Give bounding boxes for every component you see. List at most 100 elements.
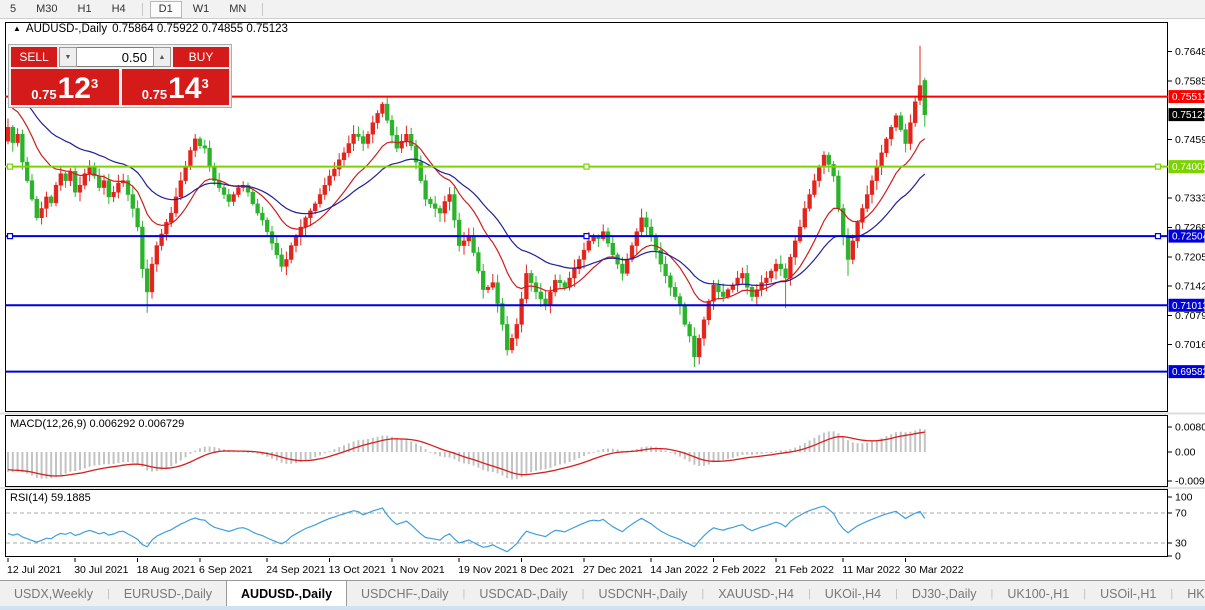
svg-text:0.72504: 0.72504 xyxy=(1172,232,1205,243)
one-click-trade-panel: SELL ▼ 0.50 ▲ BUY 0.75 12 3 0.75 14 3 xyxy=(8,44,232,108)
volume-input[interactable]: 0.50 xyxy=(77,47,153,67)
candle xyxy=(644,217,649,228)
buy-price-tile[interactable]: 0.75 14 3 xyxy=(121,69,229,105)
candle xyxy=(317,194,323,205)
candle xyxy=(581,249,587,260)
rsi-axis-tick: 70 xyxy=(1175,508,1187,520)
tab-usdchf-daily[interactable]: USDCHF-,Daily xyxy=(361,587,449,601)
sell-price-pips: 12 xyxy=(57,72,91,105)
candle xyxy=(557,280,563,283)
svg-text:0.75512: 0.75512 xyxy=(1172,92,1205,103)
candle xyxy=(500,303,505,325)
candle xyxy=(188,150,193,167)
candle xyxy=(255,203,260,214)
candle xyxy=(817,166,822,181)
buy-button[interactable]: BUY xyxy=(173,47,229,67)
timeframe-button-5[interactable]: 5 xyxy=(10,2,17,15)
candle xyxy=(519,298,524,325)
date-axis-label: 6 Sep 2021 xyxy=(199,564,253,576)
macd-axis-tick: -0.009282 xyxy=(1175,475,1205,487)
tab-dj30-daily[interactable]: DJ30-,Daily xyxy=(911,587,977,601)
candle xyxy=(87,166,92,174)
candle xyxy=(418,161,423,181)
tab-separator: | xyxy=(990,588,994,600)
tab-hk50-h1[interactable]: HK50-,H1 xyxy=(1187,587,1205,601)
candle xyxy=(759,282,764,290)
candle xyxy=(236,187,241,195)
tab-usdx-weekly[interactable]: USDX,Weekly xyxy=(14,587,93,601)
timeframe-button-h1[interactable]: H1 xyxy=(77,2,92,15)
candle xyxy=(577,259,582,270)
candle xyxy=(327,175,332,186)
candle xyxy=(692,335,697,358)
tab-uk100-h1[interactable]: UK100-,H1 xyxy=(1007,587,1070,601)
tab-usdcnh-daily[interactable]: USDCNH-,Daily xyxy=(598,587,688,601)
tab-ukoil-h4[interactable]: UKOil-,H4 xyxy=(824,587,882,601)
volume-down-icon[interactable]: ▼ xyxy=(59,47,77,67)
date-axis-label: 2 Feb 2022 xyxy=(713,564,766,576)
date-axis[interactable]: 12 Jul 2021 30 Jul 2021 18 Aug 2021 6 Sep 2… xyxy=(7,558,964,576)
candle xyxy=(869,180,875,195)
candle xyxy=(471,236,476,253)
candle xyxy=(375,113,380,123)
candle xyxy=(879,152,884,167)
ma-fast-line xyxy=(7,102,926,303)
candle xyxy=(106,180,111,198)
line-handle xyxy=(583,163,590,170)
tab-eurusd-daily[interactable]: EURUSD-,Daily xyxy=(123,587,213,601)
candle xyxy=(49,196,54,204)
candle xyxy=(514,324,519,339)
timeframe-button-mn[interactable]: MN xyxy=(229,2,247,15)
candle xyxy=(701,319,707,339)
svg-text:0.74002: 0.74002 xyxy=(1172,162,1205,173)
candle xyxy=(356,133,361,137)
candle xyxy=(231,194,236,202)
candle xyxy=(183,166,188,181)
macd-axis-tick: 0.00 xyxy=(1175,447,1196,459)
candle xyxy=(553,280,558,293)
price-tag xyxy=(1168,298,1205,312)
tab-usoil-h1[interactable]: USOil-,H1 xyxy=(1100,587,1157,601)
candle xyxy=(836,175,841,209)
date-axis-label: 14 Jan 2022 xyxy=(650,564,708,576)
date-axis-label: 18 Aug 2021 xyxy=(137,564,196,576)
tab-usdcad-daily[interactable]: USDCAD-,Daily xyxy=(479,587,568,601)
date-axis-label: 12 Jul 2021 xyxy=(7,564,61,576)
price-axis[interactable]: 0.764800.758500.745900.733300.726850.720… xyxy=(1168,46,1205,563)
candle xyxy=(476,252,481,272)
ma-slow-line xyxy=(7,87,926,287)
timeframe-button-w1[interactable]: W1 xyxy=(192,2,210,15)
candle xyxy=(850,240,855,260)
sell-button[interactable]: SELL xyxy=(11,47,57,67)
macd-layer xyxy=(7,428,926,480)
sell-price-tile[interactable]: 0.75 12 3 xyxy=(11,69,119,105)
timeframe-button-d1[interactable]: D1 xyxy=(149,0,182,18)
date-axis-label: 1 Nov 2021 xyxy=(391,564,445,576)
date-axis-label: 8 Dec 2021 xyxy=(521,564,575,576)
candle xyxy=(125,180,131,195)
timeframe-button-h4[interactable]: H4 xyxy=(111,2,126,15)
candle xyxy=(682,305,687,325)
candle xyxy=(461,240,467,246)
moving-averages-layer xyxy=(7,87,926,303)
candle xyxy=(313,203,318,212)
price-tag xyxy=(1168,229,1205,243)
candles-layer[interactable] xyxy=(6,45,927,368)
candle xyxy=(25,161,30,181)
candle xyxy=(68,171,73,181)
candle xyxy=(903,129,908,144)
candle xyxy=(197,138,203,147)
candle xyxy=(346,143,351,154)
tab-xauusd-h4[interactable]: XAUUSD-,H4 xyxy=(718,587,794,601)
candle xyxy=(826,154,831,165)
timeframe-button-m30[interactable]: M30 xyxy=(36,2,58,15)
candle xyxy=(769,270,774,279)
tab-audusd-daily[interactable]: AUDUSD-,Daily xyxy=(226,580,348,607)
volume-up-icon[interactable]: ▲ xyxy=(153,47,171,67)
candle xyxy=(15,133,20,143)
candle xyxy=(423,180,428,200)
candle xyxy=(173,196,179,214)
candle xyxy=(740,273,745,279)
candle xyxy=(164,222,169,235)
candle xyxy=(773,263,779,272)
